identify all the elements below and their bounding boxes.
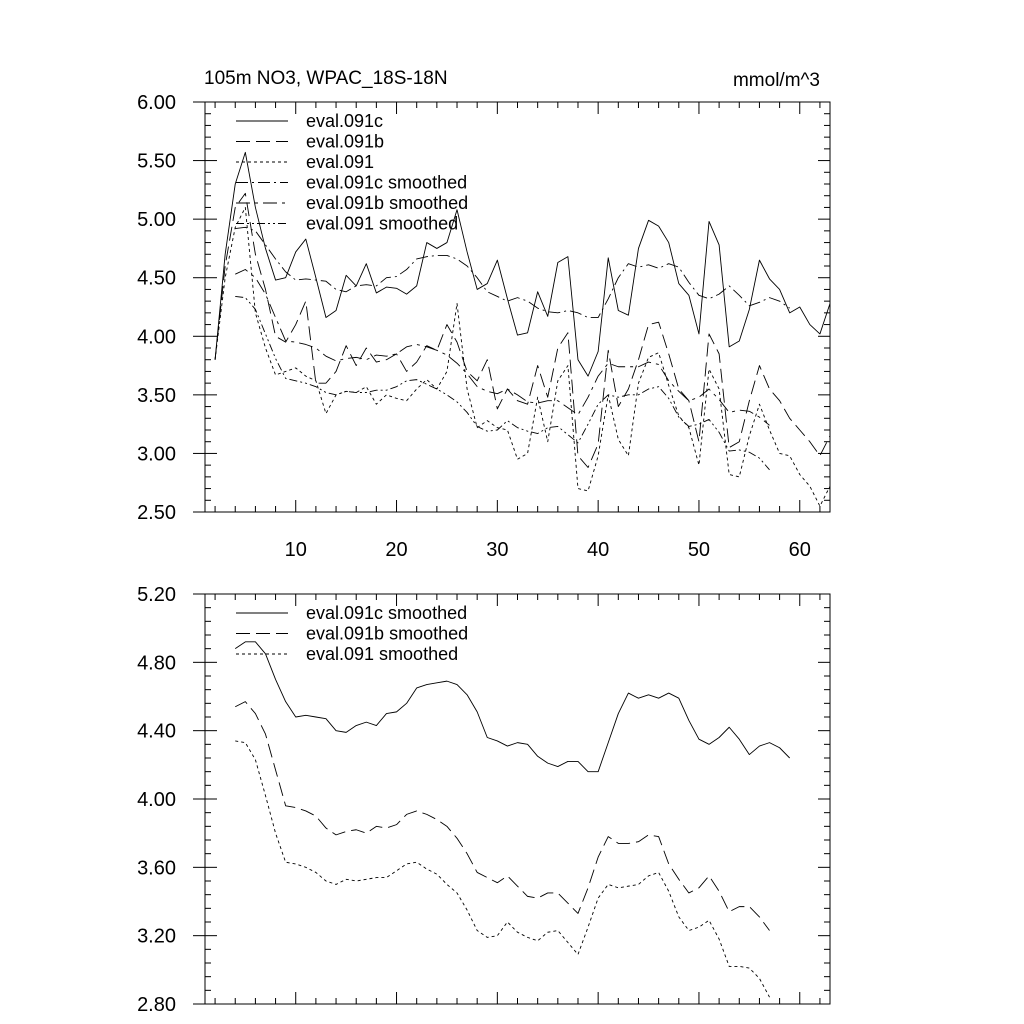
legend-label: eval.091 smoothed — [306, 214, 458, 234]
legend-label: eval.091 — [306, 152, 374, 172]
x-tick-label: 10 — [285, 539, 307, 561]
y-tick-label: 4.00 — [137, 789, 176, 811]
series-line-eval-091b — [214, 192, 831, 468]
y-tick-label: 5.20 — [137, 584, 176, 606]
y-tick-label: 2.80 — [137, 994, 176, 1016]
legend-label: eval.091c — [306, 111, 383, 131]
y-tick-label: 4.50 — [137, 268, 176, 290]
series-line-eval-091-smoothed — [235, 740, 770, 998]
legend-label: eval.091b smoothed — [306, 193, 468, 213]
top-panel: 105m NO3, WPAC_18S-18N mmol/m^3 2.50 3.00… — [137, 68, 831, 561]
y-tick-label: 3.60 — [137, 857, 176, 879]
y-tick-label: 5.50 — [137, 151, 176, 173]
y-tick-label: 3.00 — [137, 443, 176, 465]
y-tick-label: 3.50 — [137, 385, 176, 407]
y-tick-label: 4.40 — [137, 721, 176, 743]
legend-label: eval.091c smoothed — [306, 173, 467, 193]
top-chart-title: 105m NO3, WPAC_18S-18N — [204, 68, 448, 89]
legend-label: eval.091 smoothed — [306, 644, 458, 664]
x-tick-label: 30 — [486, 539, 508, 561]
y-tick-label: 4.00 — [137, 326, 176, 348]
series-line-eval-091c-smoothed — [234, 641, 791, 773]
series-line-eval-091b-smoothed — [235, 269, 770, 426]
legend-label: eval.091b smoothed — [306, 624, 468, 644]
y-tick-label: 5.00 — [137, 209, 176, 231]
x-tick-label: 60 — [789, 539, 811, 561]
series-line-eval-091c-smoothed — [235, 226, 790, 318]
legend-label: eval.091c smoothed — [306, 603, 467, 623]
series-line-eval-091c — [214, 151, 831, 377]
series-line-eval-091 — [214, 206, 831, 507]
y-tick-label: 3.20 — [137, 926, 176, 948]
series-line-eval-091-smoothed — [235, 296, 770, 471]
x-tick-label: 40 — [587, 539, 609, 561]
series-line-eval-091b-smoothed — [235, 701, 770, 931]
top-chart-units: mmol/m^3 — [733, 70, 820, 91]
y-tick-label: 2.50 — [137, 502, 176, 524]
bottom-panel: 2.80 3.20 3.60 4.00 4.40 4.80 5.20 eval.091c s… — [137, 584, 831, 1016]
y-tick-label: 6.00 — [137, 92, 176, 114]
x-tick-label: 50 — [688, 539, 710, 561]
legend-label: eval.091b — [306, 132, 384, 152]
y-tick-label: 4.80 — [137, 652, 176, 674]
x-tick-label: 20 — [385, 539, 407, 561]
